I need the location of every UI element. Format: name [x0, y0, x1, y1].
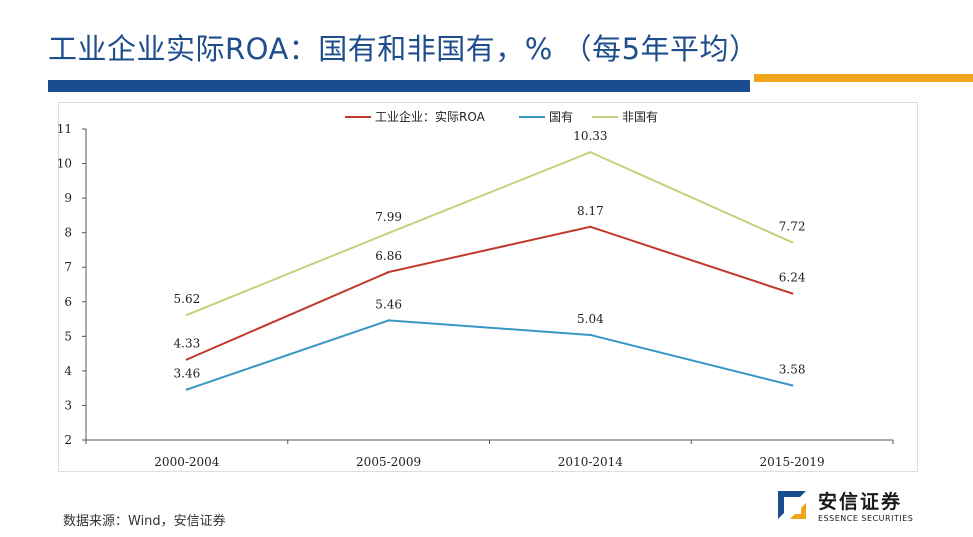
x-tick-label: 2010-2014: [558, 455, 623, 469]
logo-name-cn: 安信证券: [818, 491, 903, 513]
data-point: [790, 384, 794, 387]
company-logo: 安信证券 ESSENCE SECURITIES: [778, 487, 968, 527]
logo-icon: [778, 491, 806, 519]
x-tick-label: 2000-2004: [154, 455, 219, 469]
data-label: 6.86: [375, 249, 402, 263]
data-point: [589, 150, 592, 154]
data-point: [790, 241, 794, 244]
logo-name-en: ESSENCE SECURITIES: [818, 514, 914, 523]
data-point: [589, 333, 592, 337]
data-label: 7.99: [375, 210, 402, 224]
y-tick-label: 5: [64, 329, 72, 343]
header-bar-blue: [48, 80, 750, 92]
data-label: 3.46: [174, 367, 201, 381]
data-point: [185, 313, 189, 317]
data-point: [589, 225, 592, 228]
x-tick-label: 2005-2009: [356, 455, 421, 469]
y-tick-label: 2: [64, 433, 72, 447]
data-label: 10.33: [573, 129, 607, 143]
data-label: 3.58: [779, 362, 806, 376]
data-label: 8.17: [577, 204, 604, 218]
series-line-1: [186, 319, 793, 391]
y-tick-label: 10: [57, 157, 72, 171]
x-tick-label: 2015-2019: [760, 455, 825, 469]
data-point: [185, 388, 189, 391]
y-tick-label: 4: [64, 364, 72, 378]
header-bar-orange: [754, 74, 973, 82]
legend-label: 非国有: [622, 110, 658, 124]
data-label: 5.62: [174, 292, 201, 306]
data-point: [387, 319, 390, 322]
source-note: 数据来源：Wind，安信证券: [63, 514, 226, 529]
data-label: 5.46: [375, 297, 402, 311]
y-tick-label: 11: [57, 122, 72, 136]
data-point: [790, 292, 794, 295]
y-tick-label: 8: [64, 226, 72, 240]
page-title: 工业企业实际ROA：国有和非国有，% （每5年平均）: [48, 32, 759, 66]
data-label: 5.04: [577, 312, 604, 326]
series-line-0: [186, 225, 793, 361]
y-tick-label: 6: [64, 295, 72, 309]
legend-label: 国有: [549, 110, 573, 124]
data-label: 6.24: [779, 270, 806, 284]
chart-frame: [58, 102, 918, 472]
data-label: 7.72: [779, 219, 806, 233]
data-point: [387, 231, 390, 235]
data-label: 4.33: [174, 336, 201, 350]
y-tick-label: 3: [64, 398, 72, 412]
data-point: [185, 358, 189, 361]
data-point: [387, 270, 390, 274]
y-tick-label: 9: [64, 191, 72, 205]
legend-label: 工业企业：实际ROA: [375, 109, 486, 124]
y-tick-label: 7: [64, 260, 72, 274]
series-line-2: [186, 151, 793, 316]
